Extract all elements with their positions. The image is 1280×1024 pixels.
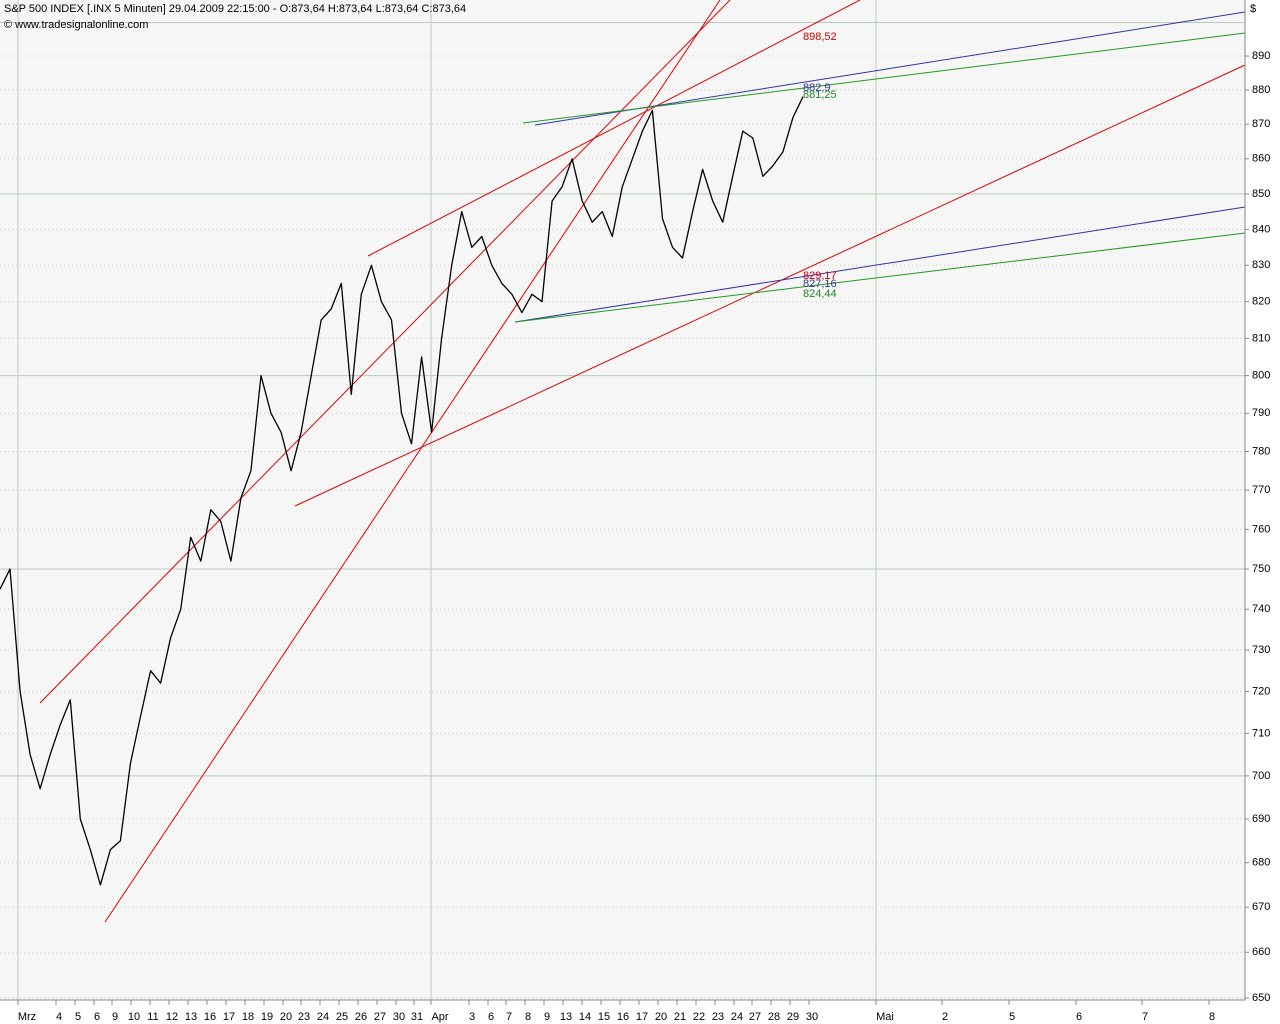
trend-line <box>39 0 731 704</box>
x-tick-label: 30 <box>393 1011 405 1023</box>
trend-line <box>104 0 721 923</box>
y-tick-label: 870 <box>1252 118 1270 130</box>
x-tick-label: 9 <box>544 1011 550 1023</box>
x-tick-label: 12 <box>166 1011 178 1023</box>
trend-line <box>522 32 1246 124</box>
x-tick-label: 10 <box>128 1011 140 1023</box>
x-tick-label: 19 <box>261 1011 273 1023</box>
x-tick-label: 9 <box>112 1011 118 1023</box>
y-tick-label: 800 <box>1252 370 1270 382</box>
x-tick-label: 14 <box>579 1011 591 1023</box>
y-tick-label: 840 <box>1252 223 1270 235</box>
annotation-label: 882,9 <box>803 82 831 94</box>
y-tick-label: 890 <box>1252 50 1270 62</box>
x-tick-label: 23 <box>298 1011 310 1023</box>
x-tick-label: 17 <box>223 1011 235 1023</box>
x-tick-label: 4 <box>56 1011 62 1023</box>
x-tick-label: 22 <box>693 1011 705 1023</box>
x-tick-label: 23 <box>712 1011 724 1023</box>
annotation-label: 829,17 <box>803 270 837 282</box>
y-tick-label: 720 <box>1252 685 1270 697</box>
y-tick-label: 830 <box>1252 259 1270 271</box>
x-tick-label: 5 <box>1009 1011 1015 1023</box>
y-tick-label: 750 <box>1252 563 1270 575</box>
y-tick-label: 770 <box>1252 484 1270 496</box>
annotation-label: 898,52 <box>803 31 837 43</box>
y-tick-label: 740 <box>1252 603 1270 615</box>
annotation-label: 881,25 <box>803 89 837 101</box>
x-tick-label: 8 <box>525 1011 531 1023</box>
x-tick-label: 21 <box>674 1011 686 1023</box>
x-tick-label: 11 <box>147 1011 158 1023</box>
y-tick-label: 710 <box>1252 727 1270 739</box>
chart-subtitle: © www.tradesignalonline.com <box>4 19 148 31</box>
y-tick-label: 670 <box>1252 901 1270 913</box>
x-tick-label: 27 <box>749 1011 761 1023</box>
trend-line <box>367 0 861 257</box>
marks <box>0 96 804 886</box>
x-tick-label: 3 <box>469 1011 475 1023</box>
x-tick-label: 6 <box>94 1011 100 1023</box>
trend-lines <box>39 0 1246 923</box>
x-tick-label: 5 <box>75 1011 81 1023</box>
x-tick-label: 24 <box>731 1011 743 1023</box>
x-tick-label: 18 <box>242 1011 254 1023</box>
trend-line <box>534 11 1246 126</box>
x-tick-label: 28 <box>768 1011 780 1023</box>
trend-line <box>514 206 1246 323</box>
x-tick-label: 16 <box>617 1011 629 1023</box>
x-tick-label: 27 <box>374 1011 386 1023</box>
x-tick-label: 2 <box>942 1011 948 1023</box>
x-tick-label: 31 <box>411 1011 423 1023</box>
annotation-label: 827,16 <box>803 278 837 290</box>
y-tick-label: 790 <box>1252 407 1270 419</box>
x-tick-label: 25 <box>336 1011 348 1023</box>
y-tick-label: 660 <box>1252 946 1270 958</box>
y-tick-label: 780 <box>1252 445 1270 457</box>
x-tick-label: 7 <box>506 1011 512 1023</box>
x-tick-label: 13 <box>185 1011 197 1023</box>
annotation-label: 824,44 <box>803 288 837 300</box>
chart-title: S&P 500 INDEX [.INX 5 Minuten] 29.04.200… <box>4 3 466 15</box>
y-tick-label: 680 <box>1252 857 1270 869</box>
y-tick-label: 730 <box>1252 644 1270 656</box>
x-tick-label: Mrz <box>18 1011 36 1023</box>
x-tick-label: 17 <box>636 1011 648 1023</box>
x-tick-label: 8 <box>1209 1011 1215 1023</box>
y-tick-label: 650 <box>1252 992 1270 1004</box>
trend-line <box>294 64 1246 507</box>
x-tick-label: 30 <box>806 1011 818 1023</box>
x-tick-label: 13 <box>560 1011 572 1023</box>
x-tick-label: 24 <box>317 1011 329 1023</box>
y-tick-label: 850 <box>1252 188 1270 200</box>
trend-line <box>514 232 1246 323</box>
plot-area <box>0 0 1245 1000</box>
y-tick-label: 880 <box>1252 84 1270 96</box>
y-tick-label: 700 <box>1252 770 1270 782</box>
x-tick-label: Mai <box>876 1011 894 1023</box>
y-tick-label: 810 <box>1252 332 1270 344</box>
y-tick-label: 820 <box>1252 296 1270 308</box>
x-tick-label: 7 <box>1142 1011 1148 1023</box>
price-line <box>0 96 804 886</box>
x-tick-label: 16 <box>204 1011 216 1023</box>
x-tick-label: 20 <box>280 1011 292 1023</box>
y-tick-label: 690 <box>1252 813 1270 825</box>
grid <box>0 0 1245 1000</box>
currency: $ <box>1250 3 1256 15</box>
x-tick-label: 15 <box>598 1011 610 1023</box>
x-tick-label: 6 <box>1076 1011 1082 1023</box>
y-tick-label: 860 <box>1252 153 1270 165</box>
x-tick-label: 29 <box>787 1011 799 1023</box>
y-tick-label: 760 <box>1252 523 1270 535</box>
x-tick-label: 26 <box>355 1011 367 1023</box>
x-tick-label: 6 <box>488 1011 494 1023</box>
x-tick-label: Apr <box>431 1011 448 1023</box>
x-tick-label: 20 <box>655 1011 667 1023</box>
